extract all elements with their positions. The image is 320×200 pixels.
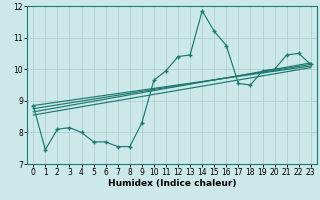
X-axis label: Humidex (Indice chaleur): Humidex (Indice chaleur) bbox=[108, 179, 236, 188]
